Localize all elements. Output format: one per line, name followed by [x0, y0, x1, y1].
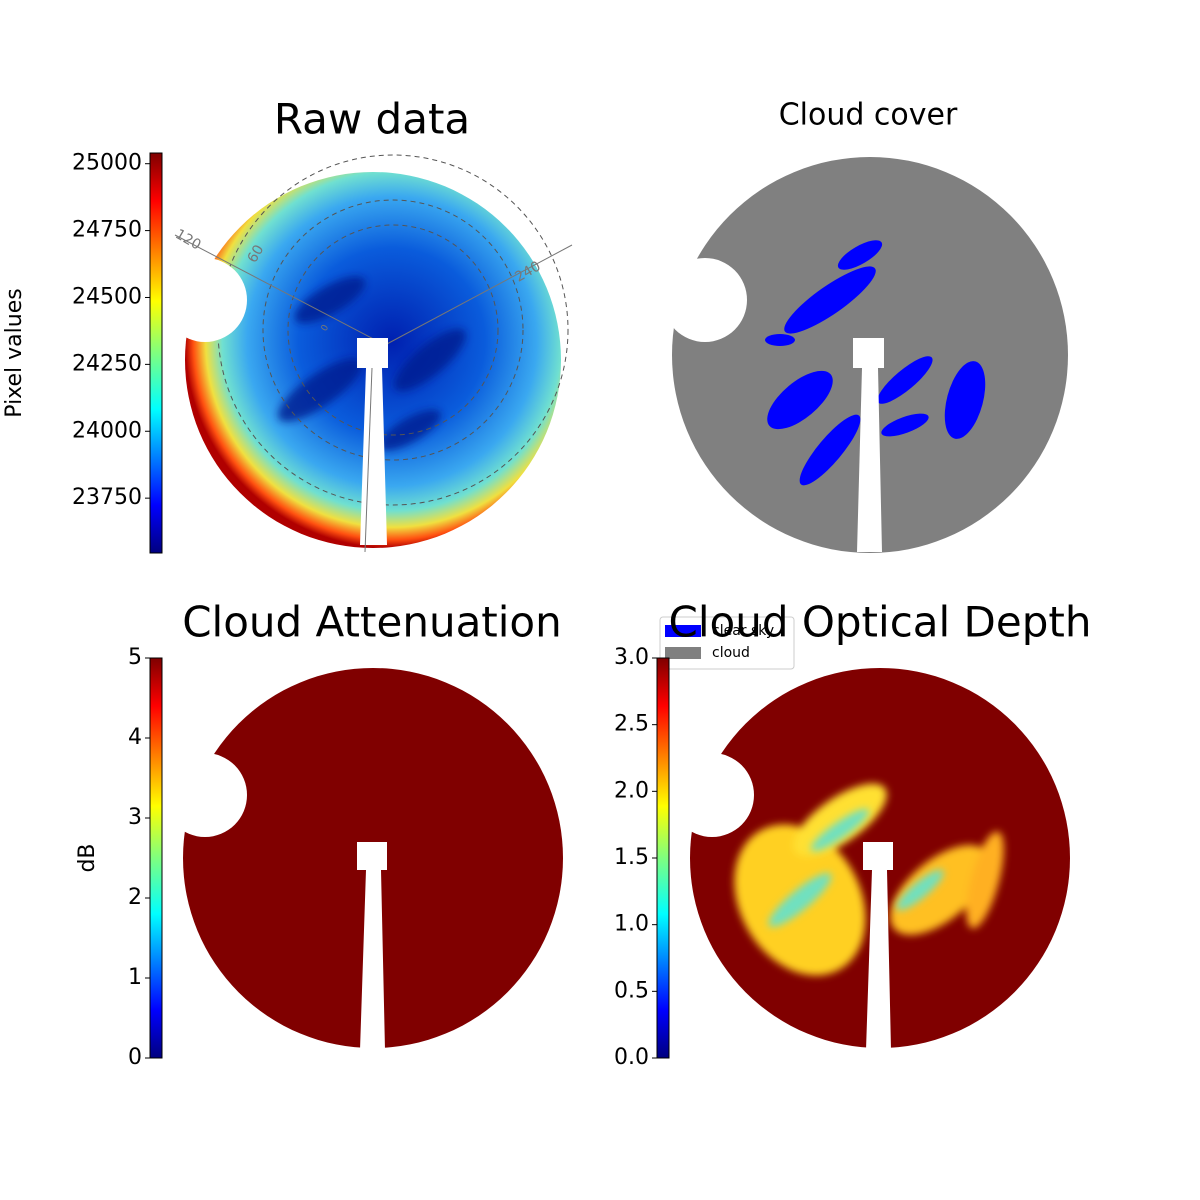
legend-label: cloud [712, 645, 750, 661]
colorbar-tick-label: 23750 [72, 485, 142, 510]
colorbar-tick-label: 3.0 [614, 645, 649, 670]
cloud-cover-image [663, 157, 1068, 553]
attenuation-image [163, 668, 563, 1050]
colorbar-tick-label: 24500 [72, 284, 142, 309]
colorbar-tick-label: 2 [128, 885, 142, 910]
colorbar-tick-label: 2.0 [614, 778, 649, 803]
colorbar-tick-label: 2.5 [614, 712, 649, 737]
colorbar-tick-label: 0.5 [614, 978, 649, 1003]
optical-depth-image [670, 668, 1070, 1050]
polar-label: 120 [172, 226, 203, 253]
panel-title: Cloud Attenuation [182, 598, 562, 647]
polar-label: 60 [245, 242, 268, 265]
panel-title: Raw data [274, 95, 470, 144]
colorbar-tick-label: 3 [128, 805, 142, 830]
colorbar-tick-label: 24750 [72, 218, 142, 243]
polar-label: 0 [320, 323, 332, 333]
colorbar [149, 657, 163, 1059]
panel-title: Cloud cover [779, 98, 958, 133]
legend-swatch [665, 625, 701, 637]
colorbar [149, 152, 163, 554]
colorbar-tick-label: 0 [128, 1045, 142, 1070]
colorbar-tick-label: 25000 [72, 151, 142, 176]
colorbar-tick-label: 0.0 [614, 1045, 649, 1070]
colorbar-tick-label: 24250 [72, 351, 142, 376]
legend-label: clear sky [712, 623, 774, 639]
colorbar-label: Pixel values [2, 288, 27, 417]
colorbar-tick-label: 1 [128, 965, 142, 990]
colorbar-tick-label: 1.0 [614, 912, 649, 937]
raw-image [163, 154, 573, 553]
colorbar-tick-label: 1.5 [614, 845, 649, 870]
colorbar [656, 657, 670, 1059]
panel-title: Cloud Optical Depth [669, 598, 1092, 647]
legend-swatch [665, 647, 701, 659]
colorbar-tick-label: 5 [128, 645, 142, 670]
colorbar-tick-label: 4 [128, 725, 142, 750]
colorbar-label: dB [75, 843, 100, 872]
colorbar-tick-label: 24000 [72, 418, 142, 443]
